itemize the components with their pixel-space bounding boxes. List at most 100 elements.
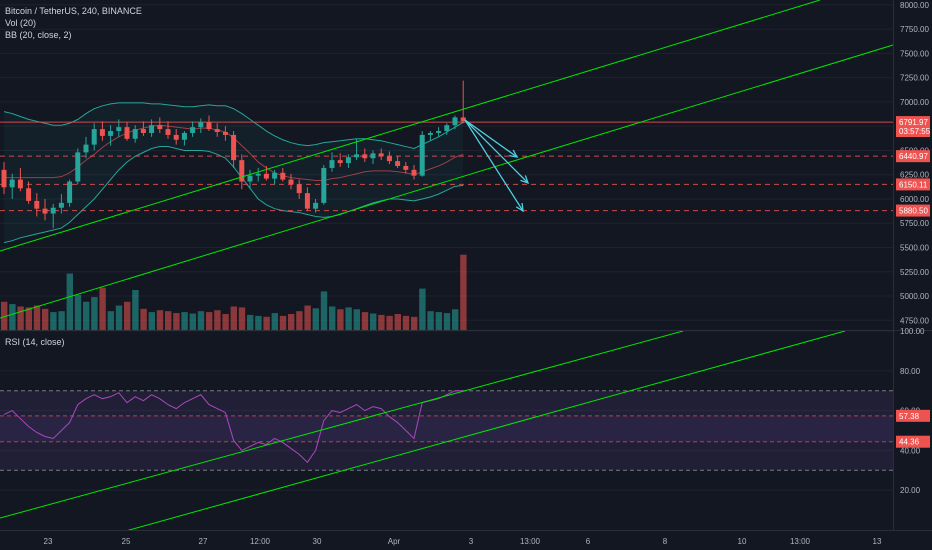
candle-body (157, 125, 163, 130)
candle-body (116, 127, 122, 132)
price-badge-bg (896, 125, 930, 138)
rsi-badge: 57.38 (899, 412, 920, 421)
volume-bar (99, 287, 106, 330)
volume-bar (132, 290, 139, 330)
volume-bar (74, 294, 82, 330)
rsi-line (3, 390, 464, 464)
volume-bar (25, 307, 32, 330)
candle-body (149, 125, 155, 133)
volume-bar (378, 314, 385, 330)
volume-bar (83, 301, 90, 330)
time-tick-label: 10 (738, 537, 747, 546)
price-tick-label: 7000.00 (900, 98, 929, 107)
symbol-legend[interactable]: Bitcoin / TetherUS, 240, BINANCE (5, 5, 142, 17)
price-tick-label: 5750.00 (900, 219, 929, 228)
volume-bar (345, 307, 352, 330)
candle-body (1, 169, 7, 188)
candle-body (26, 188, 32, 201)
candle-body (124, 127, 130, 139)
channel-lower-line (0, 44, 893, 319)
price-tick-label: 5500.00 (900, 244, 929, 253)
candle-body (231, 134, 237, 161)
price-tick-label: 5250.00 (900, 268, 929, 277)
volume-bar (279, 315, 287, 330)
candle-body (132, 129, 138, 139)
candle-body (321, 167, 327, 203)
volume-bar (419, 288, 426, 330)
price-tick-label: 8000.00 (900, 1, 929, 10)
volume-bar (42, 308, 49, 330)
volume-bar (173, 313, 180, 330)
volume-bar (304, 305, 311, 330)
candle-body (427, 132, 433, 135)
volume-bar (427, 311, 434, 330)
candle-body (247, 175, 253, 182)
rsi-legend[interactable]: RSI (14, close) (5, 336, 65, 348)
projection-arrow-3 (464, 119, 524, 212)
time-tick-label: 8 (663, 537, 668, 546)
candle-body (34, 200, 40, 209)
volume-bar (115, 305, 123, 330)
rsi-channel-upper (0, 331, 684, 519)
candle-body (313, 202, 319, 209)
candle-body (17, 179, 23, 189)
volume-bar (337, 309, 344, 330)
volume-bar (58, 311, 65, 330)
price-tick-label: 7250.00 (900, 74, 929, 83)
rsi-badge-bg (896, 409, 930, 422)
candle-body (444, 125, 450, 132)
candle-body (296, 184, 302, 194)
volume-bar (247, 314, 254, 330)
volume-bar (66, 273, 73, 330)
volume-bar (148, 312, 155, 330)
price-badge: 6150.11 (899, 180, 928, 189)
price-badge-bg (896, 178, 930, 191)
candle-body (222, 132, 228, 135)
volume-bar (288, 314, 295, 330)
candle-body (452, 117, 458, 126)
bollinger-legend[interactable]: BB (20, close, 2) (5, 29, 72, 41)
time-tick-label: 3 (469, 537, 474, 546)
volume-bar (452, 309, 459, 330)
volume-legend[interactable]: Vol (20) (5, 17, 36, 29)
rsi-tick-label: 80.00 (900, 367, 921, 376)
price-badge: 6440.97 (899, 152, 928, 161)
volume-bar (394, 314, 401, 330)
volume-bar (255, 315, 262, 330)
volume-bar (181, 312, 188, 330)
symbol-title: Bitcoin / TetherUS, 240, BINANCE (5, 6, 142, 16)
volume-bar (230, 306, 237, 330)
candle-body (411, 169, 417, 176)
candle-body (140, 129, 146, 133)
candle-body (345, 157, 351, 164)
rsi-band-fill (0, 390, 893, 471)
volume-bar (156, 310, 164, 330)
price-badge-bg (896, 116, 930, 129)
candle-body (239, 160, 245, 182)
price-tick-label: 7500.00 (900, 49, 929, 58)
price-badge-bg (896, 150, 930, 163)
projection-arrowhead (509, 149, 519, 158)
volume-bar (124, 301, 131, 330)
candle-body (99, 129, 105, 136)
volume-bar (91, 297, 98, 330)
volume-bar (443, 313, 451, 330)
price-badge-bg (896, 204, 930, 217)
volume-bar (312, 308, 319, 330)
candle-body (108, 131, 114, 136)
rsi-channel-lower (127, 331, 846, 530)
volume-bar (402, 315, 410, 330)
volume-bar (320, 291, 328, 330)
rsi-tick-label: 20.00 (900, 486, 921, 495)
candle-body (362, 154, 368, 159)
price-tick-label: 5000.00 (900, 292, 929, 301)
rsi-indicator-label: RSI (14, close) (5, 337, 65, 347)
projection-arrow-1 (464, 119, 518, 158)
candle-body (214, 129, 220, 132)
volume-bar (214, 310, 221, 330)
price-badge: 5880.50 (899, 207, 928, 216)
volume-bar (329, 306, 336, 330)
volume-bar (9, 304, 16, 330)
